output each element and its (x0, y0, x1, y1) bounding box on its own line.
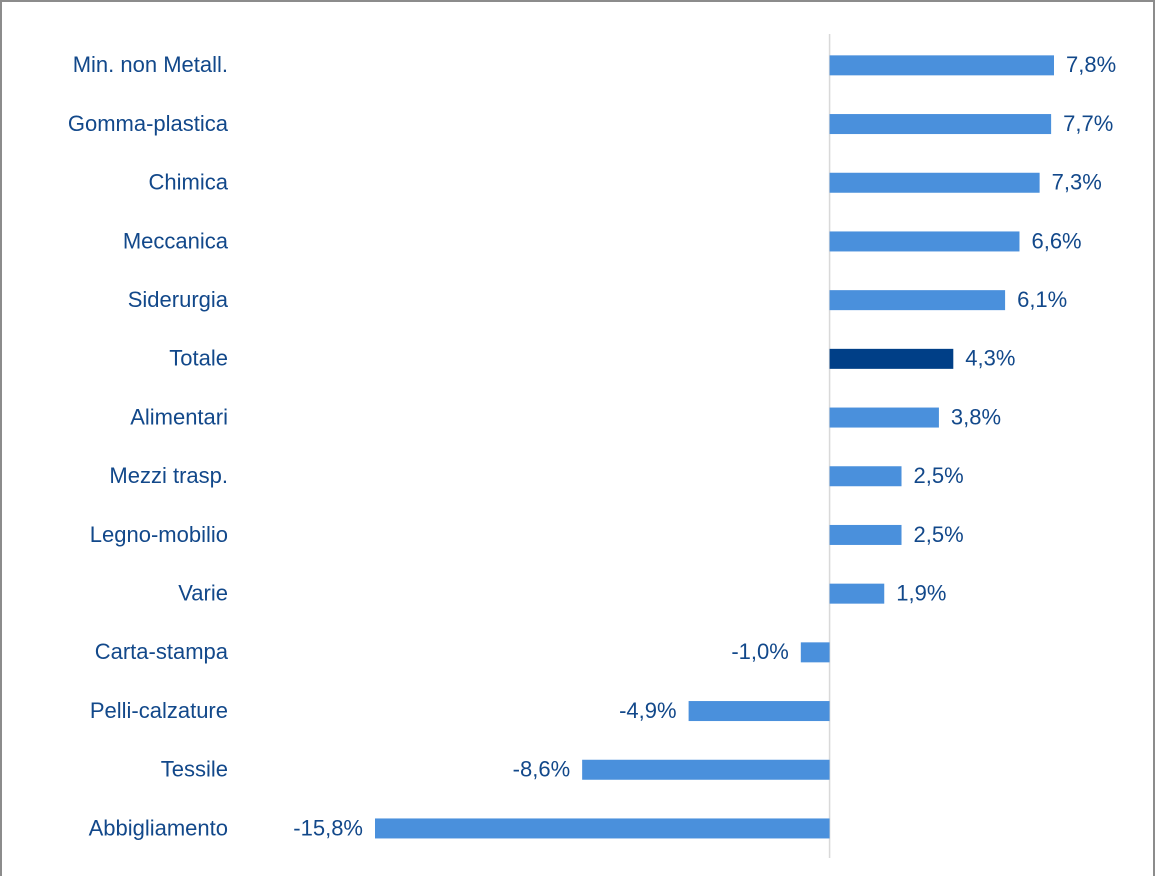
bar (829, 55, 1054, 76)
bar (829, 524, 902, 545)
value-label: 6,1% (1017, 287, 1067, 312)
y-tick-label: Meccanica (123, 228, 229, 253)
y-tick-label: Alimentari (130, 404, 228, 429)
value-label: 2,5% (914, 522, 964, 547)
y-tick-label: Siderurgia (128, 287, 229, 312)
value-label: 3,8% (951, 404, 1001, 429)
value-label: -15,8% (293, 815, 363, 840)
value-label: -4,9% (619, 698, 676, 723)
y-tick-label: Min. non Metall. (73, 52, 228, 77)
bar (829, 583, 885, 604)
value-label: -8,6% (513, 757, 570, 782)
bar (688, 701, 830, 722)
bar (829, 231, 1020, 252)
value-label: -1,0% (731, 639, 788, 664)
value-label: 7,7% (1063, 111, 1113, 136)
y-tick-label: Tessile (161, 757, 228, 782)
y-tick-label: Totale (169, 346, 228, 371)
y-tick-label: Gomma-plastica (68, 111, 229, 136)
value-label: 7,3% (1052, 170, 1102, 195)
bar (829, 348, 954, 369)
bar (829, 172, 1040, 193)
y-tick-label: Varie (178, 580, 228, 605)
bar (800, 642, 830, 663)
value-label: 1,9% (896, 580, 946, 605)
value-label: 7,8% (1066, 52, 1116, 77)
bar (375, 818, 830, 839)
y-tick-label: Mezzi trasp. (109, 463, 228, 488)
bar (829, 466, 902, 487)
bar (829, 407, 939, 428)
value-label: 2,5% (914, 463, 964, 488)
y-tick-label: Carta-stampa (95, 639, 229, 664)
y-tick-label: Abbigliamento (89, 815, 228, 840)
y-tick-label: Chimica (149, 170, 229, 195)
value-label: 6,6% (1031, 228, 1081, 253)
bar (582, 759, 830, 780)
bar (829, 114, 1052, 135)
y-tick-label: Legno-mobilio (90, 522, 228, 547)
y-tick-label: Pelli-calzature (90, 698, 228, 723)
value-label: 4,3% (965, 346, 1015, 371)
bar (829, 290, 1006, 311)
